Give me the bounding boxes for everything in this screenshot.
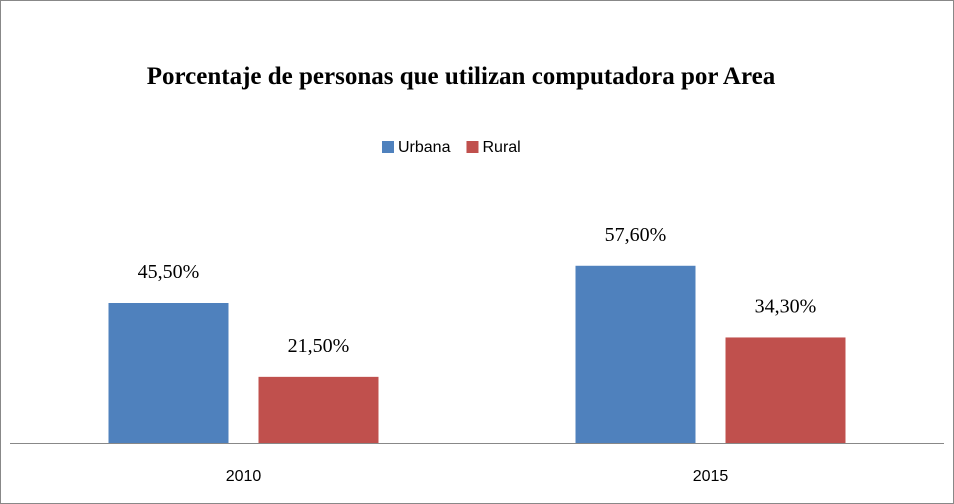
legend-label: Rural <box>482 139 520 156</box>
x-tick-label: 2015 <box>693 468 729 485</box>
data-label: 57,60% <box>605 224 667 246</box>
data-label: 34,30% <box>755 295 817 317</box>
data-label: 45,50% <box>138 261 200 283</box>
bar <box>725 337 846 443</box>
bar <box>258 376 379 443</box>
data-label: 21,50% <box>288 335 350 357</box>
legend-swatch <box>382 141 394 153</box>
x-tick-label: 2010 <box>226 468 262 485</box>
chart-title: Porcentaje de personas que utilizan comp… <box>146 63 776 90</box>
legend-swatch <box>466 141 479 153</box>
legend-label: Urbana <box>398 139 451 156</box>
bar <box>108 303 229 443</box>
bar <box>575 265 696 443</box>
